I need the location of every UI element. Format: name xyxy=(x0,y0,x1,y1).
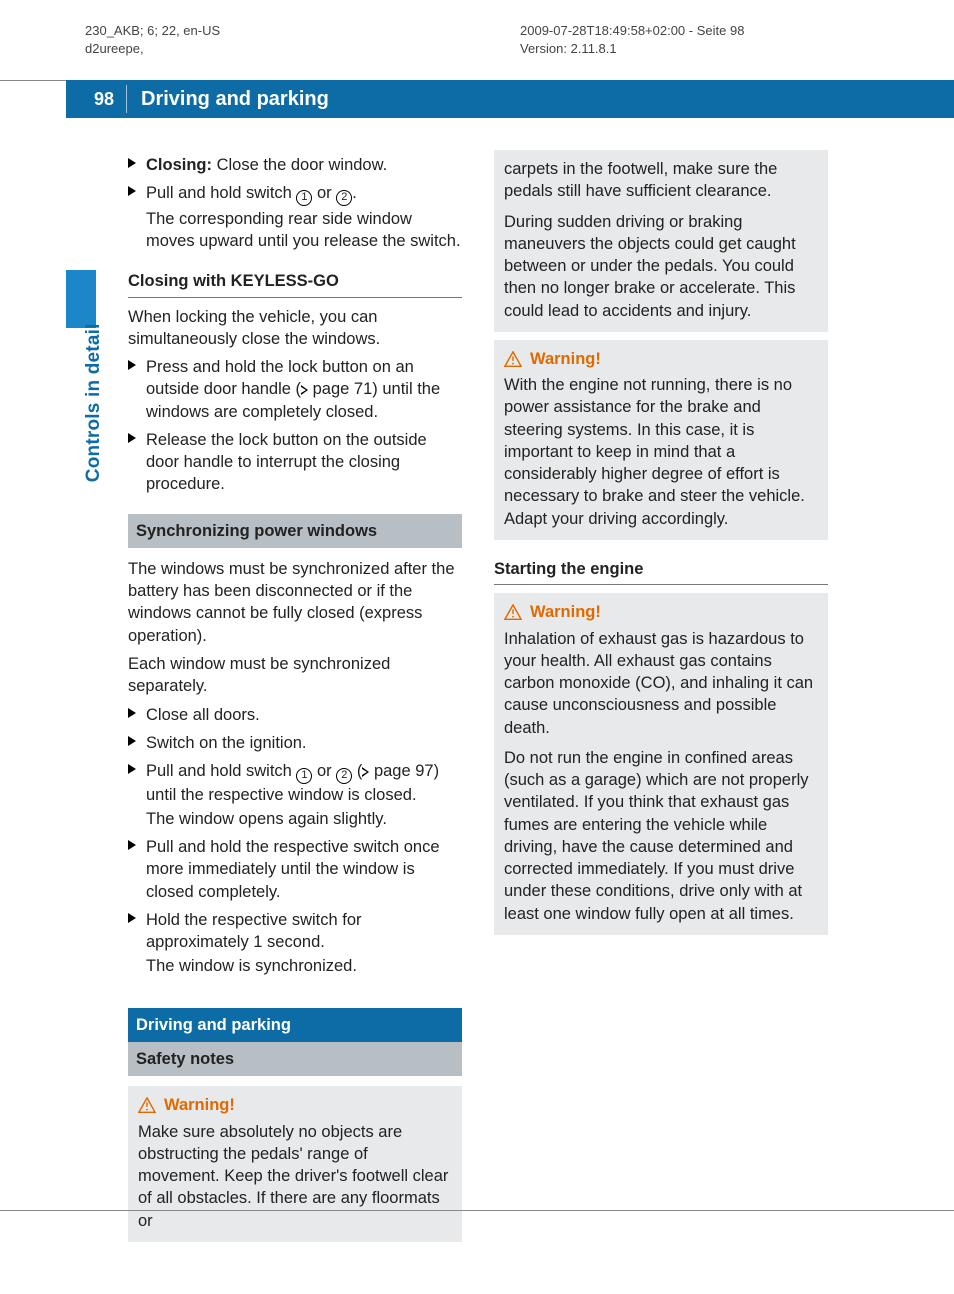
para-sync2: Each window must be synchronized separat… xyxy=(128,653,462,698)
bullets-keyless: Press and hold the lock button on an out… xyxy=(128,356,462,496)
heading-sync: Synchronizing power windows xyxy=(128,514,462,548)
warning-label: Warning! xyxy=(164,1094,235,1116)
page-ref-icon xyxy=(301,385,308,395)
circled-2-icon: 2 xyxy=(336,190,352,206)
list-item: Release the lock button on the outside d… xyxy=(128,429,462,496)
sy-li3a: Pull and hold switch xyxy=(146,762,296,780)
heading-closing-keyless: Closing with KEYLESS-GO xyxy=(128,270,462,297)
page-title: Driving and parking xyxy=(129,86,329,113)
warning-box-pedals: Warning! Make sure absolutely no objects… xyxy=(128,1086,462,1242)
list-item: Pull and hold switch 1 or 2. The corresp… xyxy=(128,182,462,252)
sy-li5: Hold the respective switch for approxima… xyxy=(146,911,362,951)
triangle-icon xyxy=(128,158,136,168)
kl-li2: Release the lock button on the outside d… xyxy=(146,431,427,494)
closing-rest: Close the door window. xyxy=(212,156,387,174)
sy-li2: Switch on the ignition. xyxy=(146,734,307,752)
warning-box-exhaust: Warning! Inhalation of exhaust gas is ha… xyxy=(494,593,828,935)
list-item: Pull and hold the respective switch once… xyxy=(128,836,462,903)
side-tab: Controls in detail xyxy=(66,270,96,510)
para-sync1: The windows must be synchronized after t… xyxy=(128,558,462,647)
sy-li3-sub: The window opens again slightly. xyxy=(146,808,462,830)
meta-left-l1: 230_AKB; 6; 22, en-US xyxy=(85,23,220,38)
warning-text: With the engine not running, there is no… xyxy=(504,374,818,530)
triangle-icon xyxy=(128,840,136,850)
sy-li5-sub: The window is synchronized. xyxy=(146,955,462,977)
warning-icon xyxy=(504,604,522,620)
circled-1-icon: 1 xyxy=(296,768,312,784)
bullets-sync: Close all doors. Switch on the ignition.… xyxy=(128,704,462,978)
warning-text-p2: Do not run the engine in confined areas … xyxy=(504,747,818,925)
page-header: 98 Driving and parking xyxy=(0,80,954,118)
list-item: Hold the respective switch for approxima… xyxy=(128,909,462,978)
sy-li4: Pull and hold the respective switch once… xyxy=(146,838,440,901)
warning-cont-p2: During sudden driving or braking maneuve… xyxy=(504,211,818,322)
warning-box-engine-off: Warning! With the engine not running, th… xyxy=(494,340,828,540)
heading-safety-notes: Safety notes xyxy=(128,1042,462,1076)
warning-text: Make sure absolutely no objects are obst… xyxy=(138,1121,452,1232)
warning-text-p1: Inhalation of exhaust gas is hazardous t… xyxy=(504,628,818,739)
warning-box-pedals-cont: carpets in the footwell, make sure the p… xyxy=(494,150,828,332)
left-column: Closing: Close the door window. Pull and… xyxy=(128,150,462,1250)
li2-sub: The corresponding rear side window moves… xyxy=(146,208,462,253)
list-item: Press and hold the lock button on an out… xyxy=(128,356,462,423)
li2b: or xyxy=(312,184,336,202)
circled-1-icon: 1 xyxy=(296,190,312,206)
meta-right-l1: 2009-07-28T18:49:58+02:00 - Seite 98 xyxy=(520,23,744,38)
circled-2-icon: 2 xyxy=(336,768,352,784)
warning-icon xyxy=(138,1097,156,1113)
right-column: carpets in the footwell, make sure the p… xyxy=(494,150,828,1250)
warning-label: Warning! xyxy=(530,348,601,370)
page-number: 98 xyxy=(66,87,124,111)
triangle-icon xyxy=(128,736,136,746)
list-item: Close all doors. xyxy=(128,704,462,726)
heading-driving-parking: Driving and parking xyxy=(128,1008,462,1042)
li2c: . xyxy=(352,184,357,202)
warning-label: Warning! xyxy=(530,601,601,623)
sy-li3c: ( xyxy=(352,762,362,780)
para-closing-keyless: When locking the vehicle, you can simult… xyxy=(128,306,462,351)
header-bar: 98 Driving and parking xyxy=(66,80,954,118)
bottom-rule xyxy=(0,1210,954,1211)
heading-starting-engine: Starting the engine xyxy=(494,558,828,585)
warning-heading: Warning! xyxy=(504,348,818,370)
doc-meta-left: 230_AKB; 6; 22, en-US d2ureepe, xyxy=(85,22,220,57)
content-columns: Closing: Close the door window. Pull and… xyxy=(128,150,828,1250)
meta-right-l2: Version: 2.11.8.1 xyxy=(520,41,617,56)
triangle-icon xyxy=(128,764,136,774)
triangle-icon xyxy=(128,186,136,196)
header-divider xyxy=(126,85,127,113)
page-ref-icon xyxy=(362,767,369,777)
warning-icon xyxy=(504,351,522,367)
triangle-icon xyxy=(128,708,136,718)
doc-meta-right: 2009-07-28T18:49:58+02:00 - Seite 98 Ver… xyxy=(520,22,744,57)
bullets-closing: Closing: Close the door window. Pull and… xyxy=(128,154,462,252)
warning-heading: Warning! xyxy=(138,1094,452,1116)
meta-left-l2: d2ureepe, xyxy=(85,41,144,56)
list-item: Switch on the ignition. xyxy=(128,732,462,754)
triangle-icon xyxy=(128,360,136,370)
li2a: Pull and hold switch xyxy=(146,184,296,202)
closing-bold: Closing: xyxy=(146,156,212,174)
warning-cont-p1: carpets in the footwell, make sure the p… xyxy=(504,158,818,203)
section-name: Controls in detail xyxy=(81,293,107,513)
warning-heading: Warning! xyxy=(504,601,818,623)
list-item: Pull and hold switch 1 or 2 ( page 97) u… xyxy=(128,760,462,830)
triangle-icon xyxy=(128,913,136,923)
list-item: Closing: Close the door window. xyxy=(128,154,462,176)
triangle-icon xyxy=(128,433,136,443)
sy-li1: Close all doors. xyxy=(146,706,260,724)
sy-li3b: or xyxy=(312,762,336,780)
